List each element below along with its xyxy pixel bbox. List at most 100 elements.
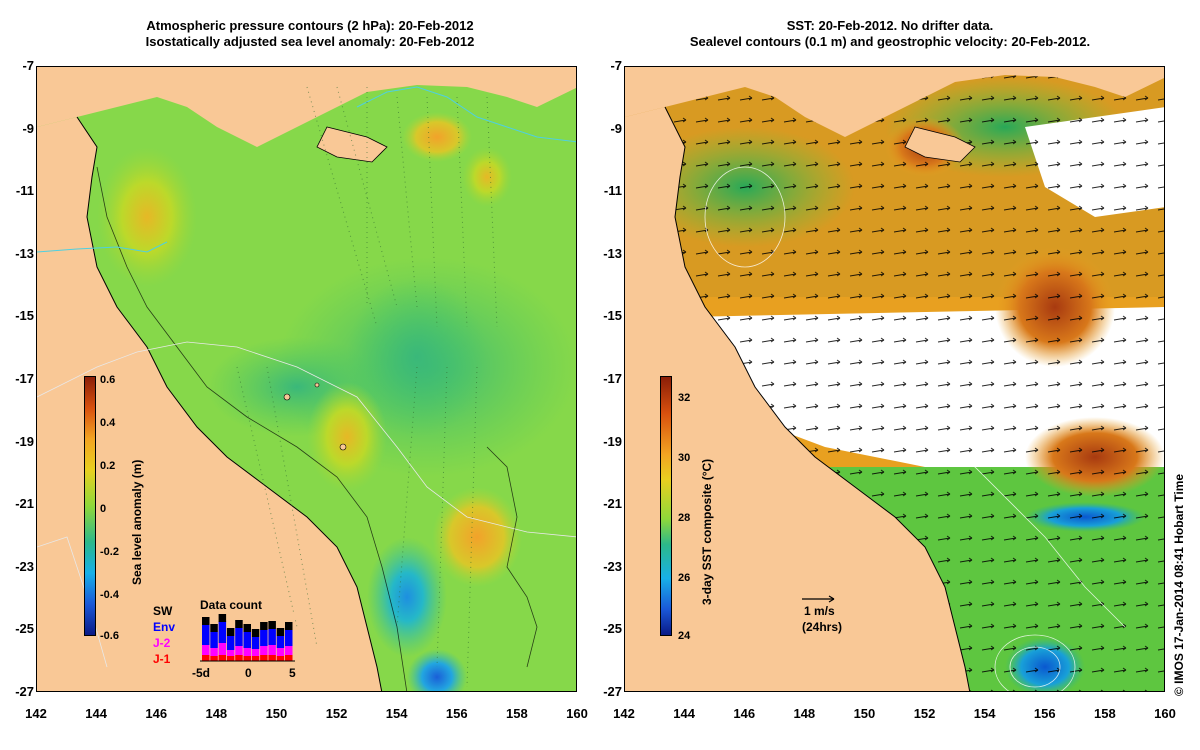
right-lon-tick: 150	[853, 706, 876, 721]
histogram-bar	[243, 656, 251, 661]
right-lat-tick: -23	[603, 558, 622, 574]
left-lon-tick: 158	[506, 706, 528, 721]
histogram-bar	[260, 646, 268, 655]
left-title-line2: Isostatically adjusted sea level anomaly…	[145, 34, 475, 49]
histogram-bar	[285, 655, 293, 661]
right-lat-tick: -7	[610, 58, 622, 73]
data-count-histogram	[200, 614, 295, 664]
right-lon-tick: 148	[793, 706, 816, 721]
histogram-bar	[285, 622, 293, 630]
right-lon-tick: 152	[913, 706, 936, 721]
sea-level-anomaly-canvas	[37, 67, 576, 691]
right-lon-tick: 142	[613, 706, 635, 721]
left-map-title: Atmospheric pressure contours (2 hPa): 2…	[40, 18, 580, 50]
legend-entry-env: Env	[153, 620, 176, 634]
left-lat-tick: -23	[15, 558, 34, 574]
right-lon-tick: 154	[973, 706, 996, 721]
left-lat-tick: -19	[15, 433, 34, 449]
left-lat-tick: -9	[22, 120, 34, 136]
left-lat-tick: -7	[22, 58, 34, 73]
right-lat-tick: -11	[603, 183, 622, 199]
left-lat-tick: -25	[15, 621, 34, 637]
histogram-bar	[202, 617, 210, 625]
left-lon-tick: 142	[25, 706, 47, 721]
histogram-bar	[218, 621, 227, 643]
sst-cb-tick: 30	[678, 452, 691, 464]
sla-cb-tick: -0.6	[100, 630, 119, 642]
histogram-bar	[243, 624, 251, 632]
right-lat-tick: -25	[603, 621, 622, 637]
right-map-title: SST: 20-Feb-2012. No drifter data. Seale…	[620, 18, 1160, 50]
histogram-bar	[210, 624, 218, 632]
histogram-bar	[218, 655, 227, 661]
histogram-bar	[276, 628, 285, 636]
histogram-bar	[260, 655, 268, 661]
histogram-bar	[235, 628, 243, 646]
right-title-line1: SST: 20-Feb-2012. No drifter data.	[786, 18, 994, 33]
histogram-bar	[235, 646, 243, 655]
right-lat-tick: -17	[603, 371, 622, 386]
histogram-bar	[218, 614, 227, 622]
histogram-bar	[243, 632, 251, 648]
sla-cb-tick: 0.6	[100, 374, 116, 386]
histogram-bar	[235, 655, 243, 661]
histogram-bar	[260, 622, 268, 630]
histogram-bar	[268, 655, 276, 661]
left-lon-tick: 160	[566, 706, 588, 721]
sla-cb-tick: 0.4	[100, 417, 116, 429]
sst-cb-tick: 24	[678, 630, 691, 642]
histogram-bar	[202, 645, 210, 655]
left-lon-tick: 150	[265, 706, 288, 721]
histogram-bar	[218, 643, 227, 655]
histogram-bar	[251, 656, 260, 661]
credit-text: © IMOS 17-Jan-2014 08:41 Hobart Time	[1172, 473, 1186, 696]
data-count-xtick: -5d	[192, 666, 210, 680]
sst-cb-tick: 28	[678, 512, 691, 524]
histogram-bar	[235, 620, 243, 628]
histogram-bar	[226, 636, 235, 650]
velocity-scale-arrow	[802, 595, 835, 603]
data-count-xtick: 0	[245, 666, 252, 680]
histogram-bar	[268, 645, 276, 655]
right-lon-tick: 156	[1033, 706, 1056, 721]
histogram-bar	[276, 636, 285, 648]
left-lon-tick: 146	[145, 706, 168, 721]
left-lat-tick: -21	[15, 496, 34, 512]
left-lon-tick: 154	[385, 706, 408, 721]
sst-colorbar-title: 3-day SST composite (°C)	[700, 458, 714, 605]
left-lat-tick: -11	[15, 183, 34, 199]
right-lat-tick: -19	[603, 433, 622, 449]
left-lat-tick: -13	[15, 245, 34, 261]
histogram-bar	[202, 655, 210, 661]
right-lat-tick: -27	[603, 684, 622, 699]
histogram-bar	[285, 646, 293, 655]
histogram-bar	[202, 625, 210, 645]
histogram-bar	[226, 628, 235, 636]
legend-entry-j2: J-2	[153, 636, 171, 650]
right-lat-tick: -21	[603, 496, 622, 512]
histogram-bar	[268, 629, 276, 645]
velocity-scale-label: 1 m/s	[804, 604, 835, 618]
histogram-bar	[251, 629, 260, 637]
velocity-scale-sub: (24hrs)	[802, 620, 843, 634]
histogram-bar	[251, 637, 260, 649]
sst-map	[624, 66, 1165, 692]
right-lon-tick: 160	[1154, 706, 1176, 721]
right-lon-tick: 158	[1094, 706, 1116, 721]
right-lat-tick: -15	[603, 308, 622, 324]
histogram-bar	[268, 621, 276, 629]
histogram-bar	[276, 648, 285, 656]
histogram-bar	[285, 630, 293, 646]
left-lon-tick: 152	[325, 706, 348, 721]
sla-cb-tick: -0.4	[100, 589, 119, 601]
right-lon-tick: 144	[673, 706, 695, 721]
left-lat-tick: -17	[15, 371, 34, 386]
sla-cb-tick: 0.2	[100, 460, 116, 472]
histogram-bar	[226, 656, 235, 661]
sst-cb-tick: 32	[678, 392, 691, 404]
data-count-xtick: 5	[289, 666, 296, 680]
left-title-line1: Atmospheric pressure contours (2 hPa): 2…	[146, 18, 474, 33]
left-lat-tick: -27	[15, 684, 34, 699]
right-lat-tick: -9	[610, 120, 622, 136]
right-title-line2: Sealevel contours (0.1 m) and geostrophi…	[689, 34, 1091, 49]
